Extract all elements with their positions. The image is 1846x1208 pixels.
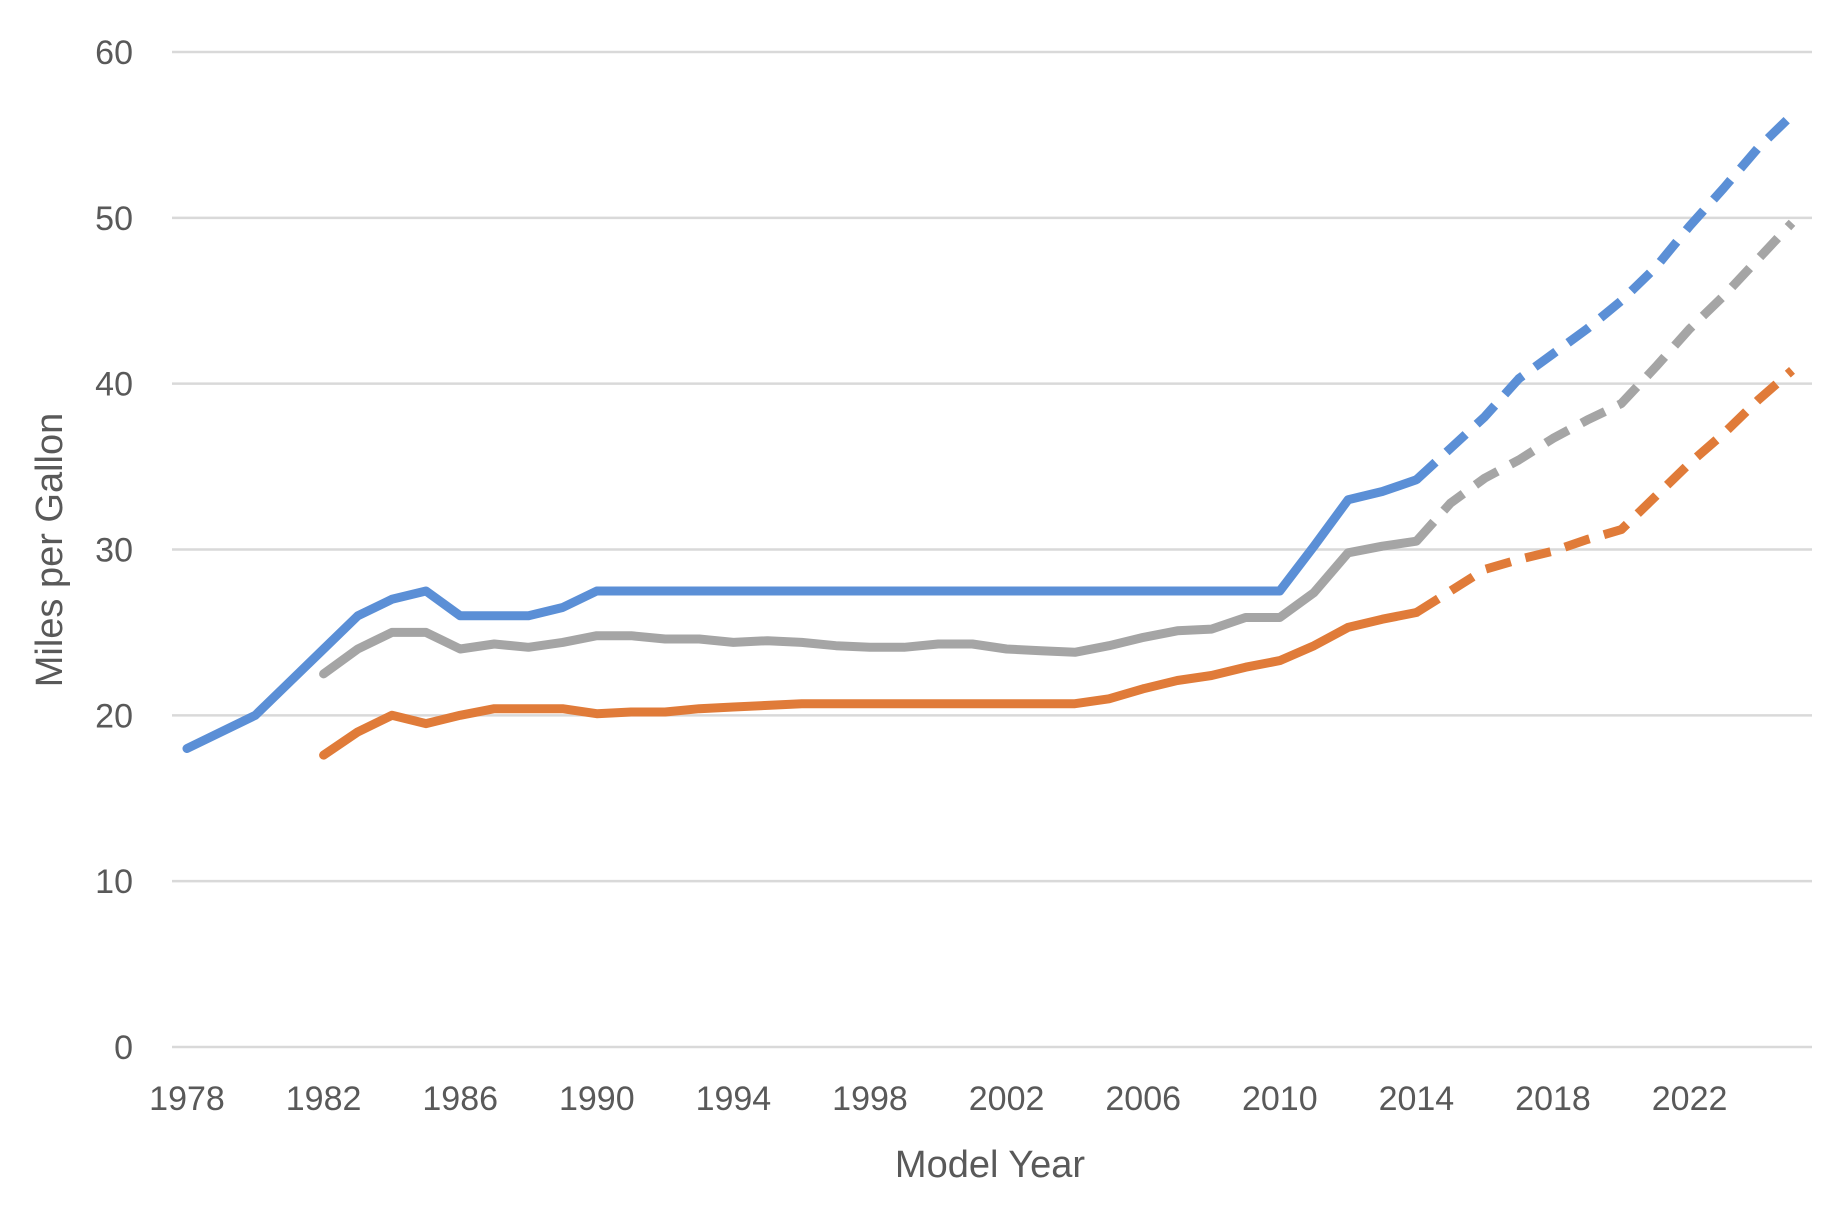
series-3-actual-line xyxy=(319,608,1421,760)
series-lines xyxy=(182,111,1796,760)
x-tick-label: 1990 xyxy=(559,1080,635,1118)
y-tick-label: 0 xyxy=(114,1029,133,1067)
y-axis-title: Miles per Gallon xyxy=(29,413,71,688)
y-tick-label: 50 xyxy=(95,200,133,238)
x-tick-label: 2006 xyxy=(1105,1080,1181,1118)
x-axis-title: Model Year xyxy=(895,1144,1085,1186)
x-tick-label: 2014 xyxy=(1379,1080,1455,1118)
series-1 xyxy=(182,111,1796,753)
y-tick-label: 10 xyxy=(95,863,133,901)
series-2 xyxy=(319,219,1796,679)
series-3-projected-line xyxy=(1413,367,1795,617)
x-tick-label: 1978 xyxy=(149,1080,225,1118)
series-2-projected-line xyxy=(1413,219,1796,545)
y-tick-label: 20 xyxy=(95,697,133,735)
x-tick-label: 1986 xyxy=(422,1080,498,1118)
series-2-actual-line xyxy=(319,536,1421,679)
series-3 xyxy=(319,367,1795,760)
x-axis-tick-labels: 1978 1982 1986 1990 1994 1998 2002 2006 2010 2014… xyxy=(149,1080,1727,1118)
series-1-actual-line xyxy=(182,475,1421,753)
x-tick-label: 1998 xyxy=(832,1080,908,1118)
x-tick-label: 2018 xyxy=(1515,1080,1591,1118)
y-tick-label: 60 xyxy=(95,34,133,72)
y-tick-label: 30 xyxy=(95,532,133,570)
x-tick-label: 2022 xyxy=(1652,1080,1728,1118)
y-tick-label: 40 xyxy=(95,366,133,404)
x-tick-label: 1982 xyxy=(286,1080,362,1118)
x-tick-label: 2002 xyxy=(969,1080,1045,1118)
x-tick-label: 1994 xyxy=(696,1080,772,1118)
series-1-projected-line xyxy=(1413,111,1796,484)
x-tick-label: 2010 xyxy=(1242,1080,1318,1118)
y-axis-tick-labels: 0 10 20 30 40 50 60 xyxy=(95,34,133,1067)
